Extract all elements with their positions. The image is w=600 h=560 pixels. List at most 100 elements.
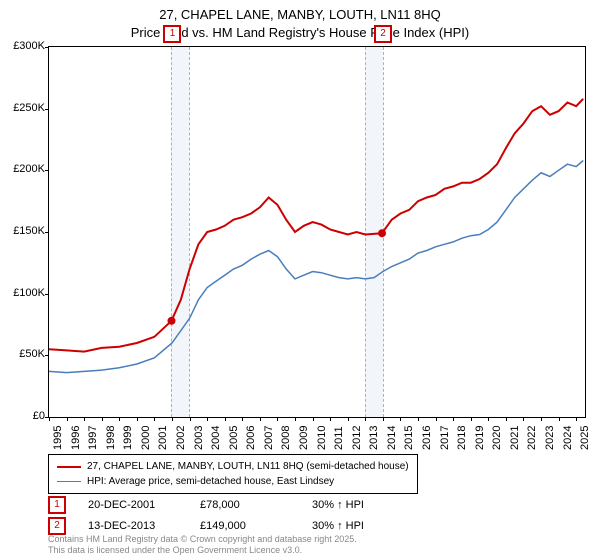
sale-dot-2 [378, 229, 386, 237]
x-tick [576, 417, 577, 421]
x-tick [523, 417, 524, 421]
x-tick-label: 2009 [298, 426, 310, 450]
sale-dot-1 [167, 317, 175, 325]
y-tick-label: £50K [19, 348, 45, 360]
y-tick [45, 355, 49, 356]
x-tick [225, 417, 226, 421]
x-tick [365, 417, 366, 421]
legend-label-series-2: HPI: Average price, semi-detached house,… [87, 474, 334, 489]
x-tick [471, 417, 472, 421]
x-tick [559, 417, 560, 421]
x-tick [154, 417, 155, 421]
x-tick [119, 417, 120, 421]
y-tick [45, 170, 49, 171]
sale-price: £78,000 [200, 499, 290, 511]
legend-swatch-series-1 [57, 466, 81, 468]
x-tick-label: 2015 [403, 426, 415, 450]
x-tick [383, 417, 384, 421]
footnote-line-1: Contains HM Land Registry data © Crown c… [48, 534, 357, 545]
x-tick-label: 2002 [175, 426, 187, 450]
series-hpi [49, 161, 583, 373]
sale-note: 30% ↑ HPI [312, 499, 402, 511]
y-tick [45, 47, 49, 48]
x-tick-label: 2004 [210, 426, 222, 450]
x-tick [137, 417, 138, 421]
x-tick-label: 2008 [280, 426, 292, 450]
x-tick-label: 1995 [52, 426, 64, 450]
x-tick-label: 2022 [526, 426, 538, 450]
y-tick-label: £300K [13, 40, 45, 52]
chart-container: 27, CHAPEL LANE, MANBY, LOUTH, LN11 8HQ … [0, 0, 600, 560]
x-tick-label: 2000 [140, 426, 152, 450]
y-tick [45, 232, 49, 233]
y-tick [45, 294, 49, 295]
title-line-1: 27, CHAPEL LANE, MANBY, LOUTH, LN11 8HQ [0, 6, 600, 24]
x-tick-label: 2003 [193, 426, 205, 450]
x-tick-label: 2023 [544, 426, 556, 450]
x-tick [418, 417, 419, 421]
x-tick-label: 1999 [122, 426, 134, 450]
sale-note: 30% ↑ HPI [312, 520, 402, 532]
x-tick [400, 417, 401, 421]
x-tick [84, 417, 85, 421]
y-tick-label: £250K [13, 102, 45, 114]
sale-marker-2: 2 [48, 517, 66, 535]
sales-table: 1 20-DEC-2001 £78,000 30% ↑ HPI 2 13-DEC… [48, 496, 402, 538]
x-tick [453, 417, 454, 421]
title-block: 27, CHAPEL LANE, MANBY, LOUTH, LN11 8HQ … [0, 0, 600, 41]
legend-row: HPI: Average price, semi-detached house,… [57, 474, 409, 489]
x-tick [436, 417, 437, 421]
legend-swatch-series-2 [57, 481, 81, 482]
x-tick [488, 417, 489, 421]
x-tick-label: 2016 [421, 426, 433, 450]
y-tick-label: £200K [13, 163, 45, 175]
x-tick-label: 2007 [263, 426, 275, 450]
sales-row: 2 13-DEC-2013 £149,000 30% ↑ HPI [48, 517, 402, 535]
title-line-2: Price paid vs. HM Land Registry's House … [0, 24, 600, 42]
x-tick [190, 417, 191, 421]
x-tick-label: 2019 [474, 426, 486, 450]
legend-label-series-1: 27, CHAPEL LANE, MANBY, LOUTH, LN11 8HQ … [87, 459, 409, 474]
x-tick-label: 2020 [491, 426, 503, 450]
sale-marker-label-1: 1 [163, 25, 181, 43]
y-tick [45, 109, 49, 110]
legend-row: 27, CHAPEL LANE, MANBY, LOUTH, LN11 8HQ … [57, 459, 409, 474]
x-tick-label: 2005 [228, 426, 240, 450]
sale-date: 13-DEC-2013 [88, 520, 178, 532]
x-tick [506, 417, 507, 421]
sale-marker-label-2: 2 [374, 25, 392, 43]
series-price_paid [49, 99, 583, 352]
x-tick [260, 417, 261, 421]
x-tick-label: 2025 [579, 426, 591, 450]
x-tick [207, 417, 208, 421]
x-tick [242, 417, 243, 421]
y-tick-label: £150K [13, 225, 45, 237]
x-tick-label: 1996 [70, 426, 82, 450]
x-tick [67, 417, 68, 421]
x-tick [102, 417, 103, 421]
x-tick-label: 1997 [87, 426, 99, 450]
x-tick-label: 2024 [562, 426, 574, 450]
sale-price: £149,000 [200, 520, 290, 532]
y-tick-label: £0 [33, 410, 45, 422]
footnote: Contains HM Land Registry data © Crown c… [48, 534, 357, 557]
x-tick [277, 417, 278, 421]
sale-date: 20-DEC-2001 [88, 499, 178, 511]
x-tick-label: 2014 [386, 426, 398, 450]
x-tick-label: 2011 [333, 426, 345, 450]
x-tick [541, 417, 542, 421]
x-tick-label: 2013 [368, 426, 380, 450]
x-tick [348, 417, 349, 421]
x-tick-label: 2017 [439, 426, 451, 450]
sales-row: 1 20-DEC-2001 £78,000 30% ↑ HPI [48, 496, 402, 514]
x-tick-label: 2001 [157, 426, 169, 450]
x-tick-label: 1998 [105, 426, 117, 450]
x-tick-label: 2018 [456, 426, 468, 450]
x-tick-label: 2012 [351, 426, 363, 450]
x-tick-label: 2021 [509, 426, 521, 450]
sale-marker-1: 1 [48, 496, 66, 514]
x-tick [295, 417, 296, 421]
y-tick-label: £100K [13, 287, 45, 299]
chart-plot-area: 12 [48, 46, 586, 418]
x-tick [172, 417, 173, 421]
